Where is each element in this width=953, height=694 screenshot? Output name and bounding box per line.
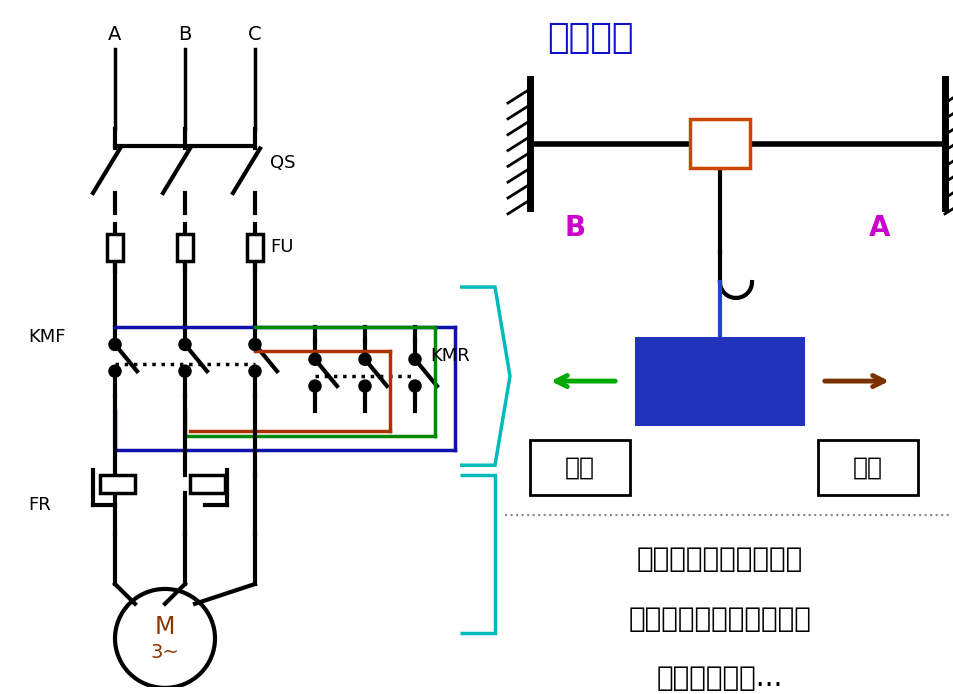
Bar: [817, 441, 917, 495]
Bar: [530, 441, 629, 495]
Circle shape: [250, 366, 260, 376]
Text: KMF: KMF: [28, 328, 66, 346]
Text: A: A: [109, 25, 122, 44]
Text: FU: FU: [270, 239, 294, 257]
Bar: [177, 234, 193, 262]
Circle shape: [110, 366, 120, 376]
Circle shape: [250, 339, 260, 349]
Text: 行程控制: 行程控制: [546, 21, 633, 55]
Circle shape: [180, 366, 190, 376]
Circle shape: [310, 381, 319, 391]
Text: FR: FR: [28, 496, 51, 514]
Circle shape: [180, 339, 190, 349]
Text: KMR: KMR: [430, 347, 469, 365]
Text: 逆程: 逆程: [564, 455, 595, 479]
Circle shape: [359, 381, 370, 391]
Bar: [247, 234, 263, 262]
Bar: [635, 337, 804, 425]
Bar: [100, 475, 135, 493]
Circle shape: [310, 355, 319, 364]
Bar: [190, 475, 225, 493]
Circle shape: [110, 339, 120, 349]
Text: 正程: 正程: [852, 455, 882, 479]
Text: B: B: [564, 214, 585, 242]
Circle shape: [410, 381, 419, 391]
Circle shape: [410, 355, 419, 364]
Text: M: M: [154, 615, 175, 638]
Text: 3~: 3~: [151, 643, 179, 662]
Bar: [107, 234, 123, 262]
Bar: [689, 119, 749, 168]
Text: 正反转控制，只是在行程: 正反转控制，只是在行程: [628, 604, 811, 633]
Text: 的终端要加装...: 的终端要加装...: [656, 664, 782, 692]
Text: 行程控制实质为电机的: 行程控制实质为电机的: [637, 545, 802, 573]
Text: A: A: [868, 214, 890, 242]
Text: B: B: [178, 25, 192, 44]
Circle shape: [359, 355, 370, 364]
Text: C: C: [248, 25, 261, 44]
Text: QS: QS: [270, 154, 295, 172]
